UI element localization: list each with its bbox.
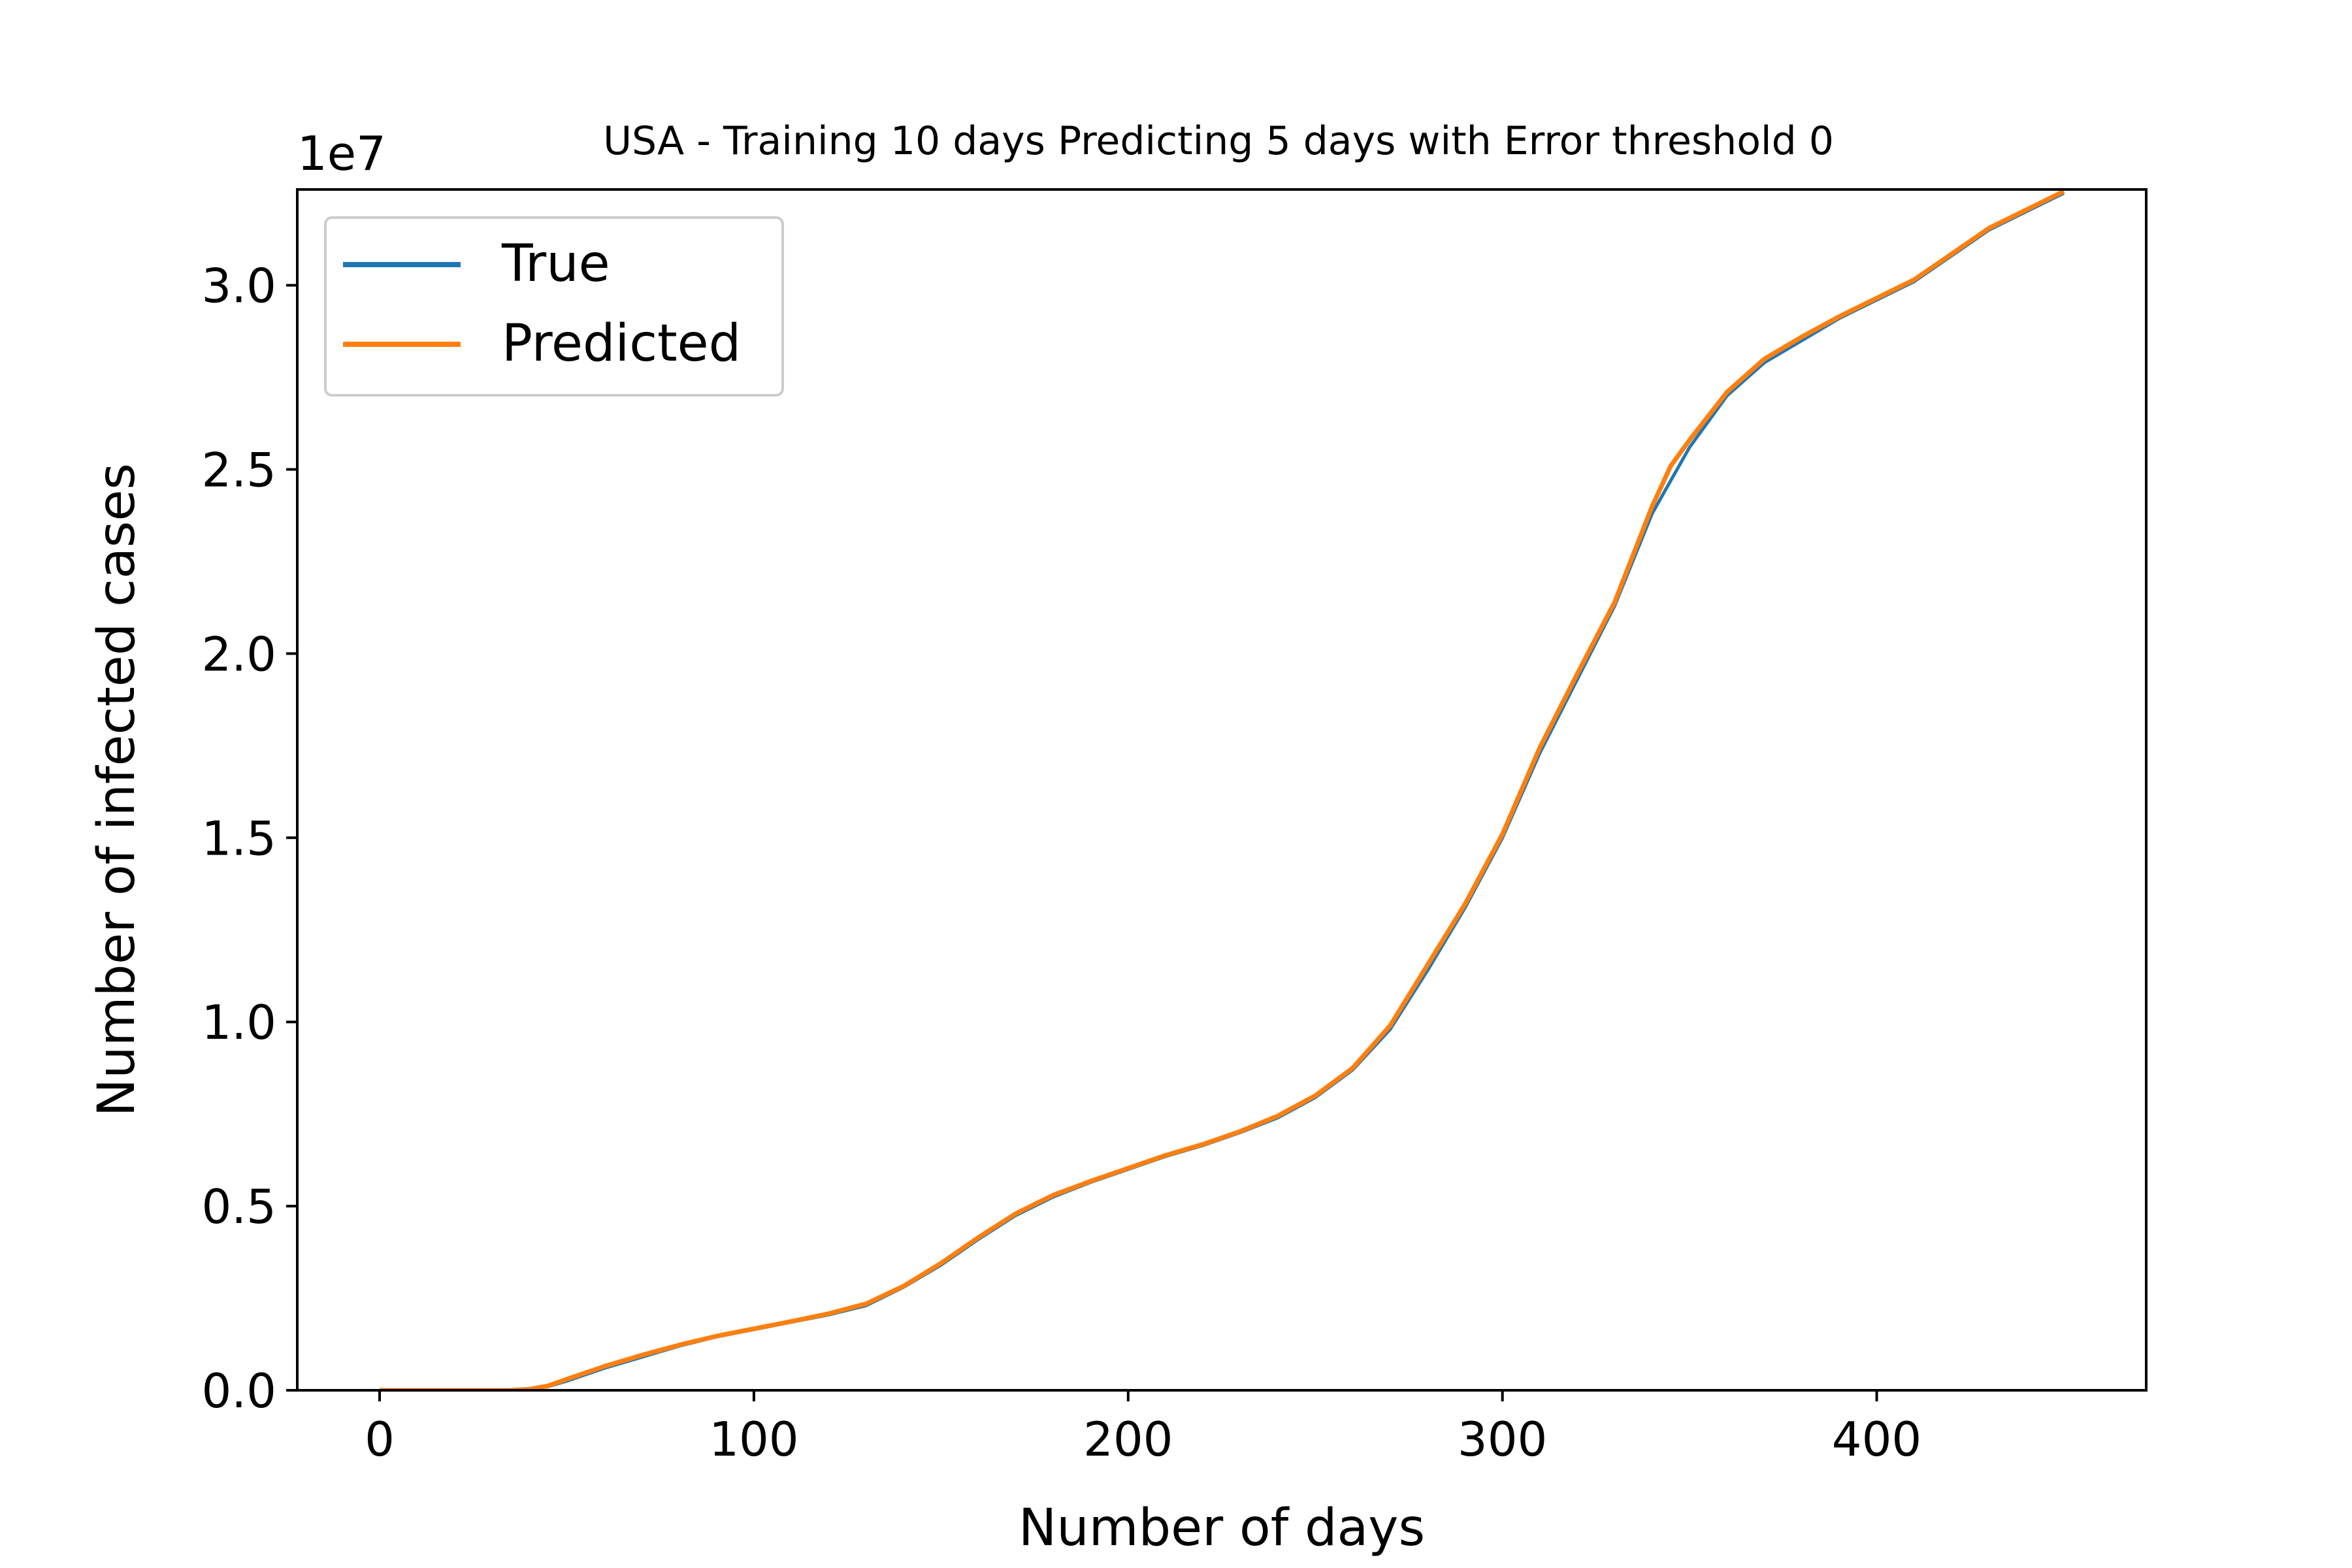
y-tick-label: 2.0 bbox=[201, 627, 276, 681]
y-offset-label: 1e7 bbox=[297, 126, 386, 181]
series-line-predicted bbox=[380, 189, 2065, 1390]
legend-label-predicted: Predicted bbox=[502, 314, 741, 373]
x-tick-label: 100 bbox=[709, 1412, 798, 1467]
y-tick-label: 3.0 bbox=[201, 259, 276, 314]
x-tick-label: 200 bbox=[1083, 1412, 1173, 1467]
y-tick-label: 1.5 bbox=[201, 811, 276, 866]
legend: True Predicted bbox=[324, 216, 784, 397]
y-tick-label: 0.0 bbox=[201, 1364, 276, 1418]
x-axis-label: Number of days bbox=[1019, 1499, 1425, 1558]
y-tick-label: 2.5 bbox=[201, 442, 276, 497]
y-axis: 0.0 0.5 1.0 1.5 2.0 2.5 3.0 bbox=[201, 259, 297, 1418]
x-tick-label: 400 bbox=[1832, 1412, 1921, 1467]
y-axis-label: Number of infected cases bbox=[88, 463, 146, 1117]
x-tick-label: 0 bbox=[365, 1412, 395, 1467]
legend-label-true: True bbox=[501, 235, 610, 293]
chart-title: USA - Training 10 days Predicting 5 days… bbox=[603, 118, 1834, 164]
axes-frame bbox=[296, 188, 2148, 1392]
x-axis: 0 100 200 300 400 bbox=[365, 1390, 1921, 1467]
plot-area bbox=[380, 189, 2065, 1390]
x-tick-label: 300 bbox=[1458, 1412, 1547, 1467]
y-tick-label: 0.5 bbox=[201, 1179, 276, 1234]
y-tick-label: 1.0 bbox=[201, 995, 276, 1050]
